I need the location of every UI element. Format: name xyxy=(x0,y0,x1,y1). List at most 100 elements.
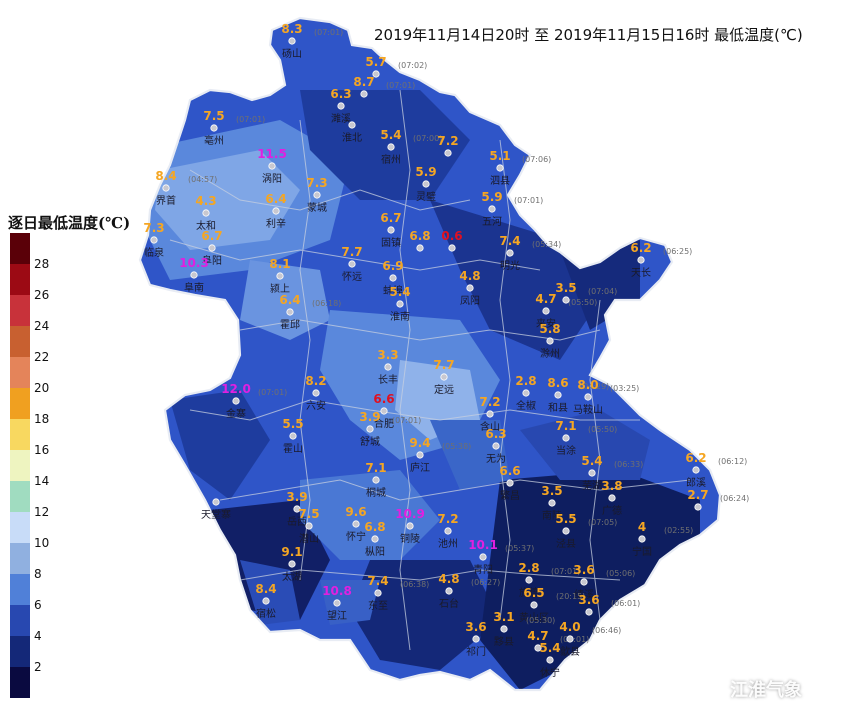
station-dot xyxy=(506,479,514,487)
station-min-temp: 2.8 xyxy=(515,374,536,388)
station: 3.5 (07:04) xyxy=(555,281,617,304)
station: 3.5 南陵 xyxy=(541,484,562,522)
station-dot xyxy=(210,124,218,132)
legend-swatch xyxy=(10,295,30,326)
legend-swatch xyxy=(10,326,30,357)
station: 8.4 (04:57) 界首 xyxy=(155,169,217,207)
station-dot xyxy=(202,209,210,217)
station: 5.4 (06:33) 芜湖 xyxy=(581,454,643,492)
station-min-temp: 10.9 xyxy=(395,507,425,521)
station-min-temp: 5.9 xyxy=(415,165,436,179)
station-min-temp: 3.6 xyxy=(578,593,599,607)
station-name: 祁门 xyxy=(466,645,486,658)
station-min-temp: 5.5 xyxy=(555,512,576,526)
station-name: 界首 xyxy=(156,194,176,207)
station-dot xyxy=(387,143,395,151)
station-dot xyxy=(396,300,404,308)
station-dot xyxy=(416,244,424,252)
station-dot xyxy=(692,466,700,474)
station-name: 定远 xyxy=(434,383,454,396)
station-dot xyxy=(333,599,341,607)
station-time: (03:25) xyxy=(610,384,639,393)
station-name: 砀山 xyxy=(282,48,302,60)
station: 2.8 全椒 xyxy=(515,374,536,412)
station-time: (07:04) xyxy=(588,287,617,296)
station-min-temp: 6.7 xyxy=(201,229,222,243)
station-dot xyxy=(276,272,284,280)
station-dot xyxy=(448,244,456,252)
station-min-temp: 7.7 xyxy=(433,358,454,372)
station: 3.6 (05:06) 绩溪 xyxy=(573,563,635,601)
station-time: (07:01) xyxy=(514,196,543,205)
station-name: 宿松 xyxy=(256,607,276,620)
station: 9.4 (05:38) 庐江 xyxy=(409,436,471,474)
station-name: 南陵 xyxy=(542,509,562,522)
station-time: (06:46) xyxy=(592,626,621,635)
legend-label: 28 xyxy=(34,257,50,271)
station-min-temp: 6.2 xyxy=(630,241,651,255)
station-name: 蚌埠 xyxy=(383,284,403,297)
station-min-temp: 6.9 xyxy=(382,259,403,273)
station-name: 旌德 xyxy=(519,586,539,599)
legend-swatch xyxy=(10,636,30,667)
station-min-temp: 8.1 xyxy=(269,257,290,271)
station-dot xyxy=(371,535,379,543)
station-name: 黄山区 xyxy=(519,611,549,624)
station-name: 明光 xyxy=(500,259,520,272)
station-dot xyxy=(372,70,380,78)
station-time: (07:02) xyxy=(398,61,427,70)
station: 4.0 (06:46) 歙县 xyxy=(559,620,621,658)
station-dot xyxy=(492,442,500,450)
station: 8.3 (07:01) 砀山 xyxy=(281,22,343,60)
station-name: 泗县 xyxy=(490,175,510,187)
station: 4.3 太和 xyxy=(195,194,216,232)
station: 4.7 (05:50) 来安 xyxy=(535,292,597,330)
station: 6.6 繁昌 xyxy=(499,464,520,502)
station-time: (06:38) xyxy=(400,580,429,589)
station: 5.1 (07:06) 泗县 xyxy=(489,149,551,187)
station-dot xyxy=(566,635,574,643)
station: 11.5 涡阳 xyxy=(257,147,287,185)
station-time: (06:25) xyxy=(663,247,692,256)
station-name: 潜山 xyxy=(299,532,319,545)
station-name: 含山 xyxy=(480,420,500,433)
station-name: 涡阳 xyxy=(262,173,282,185)
station-dot xyxy=(496,164,504,172)
station: 6.4 (06:18) 霍邱 xyxy=(279,293,341,331)
station-name: 淮北 xyxy=(342,132,362,144)
station-min-temp: 6.5 xyxy=(523,586,544,600)
station-dot xyxy=(337,102,345,110)
station-name: 泾县 xyxy=(556,537,576,550)
station-min-temp: 4.8 xyxy=(438,572,459,586)
station: 8.1 颍上 xyxy=(269,257,290,295)
station-name: 临泉 xyxy=(144,246,164,259)
station-min-temp: 6.8 xyxy=(409,229,430,243)
station-name: 怀远 xyxy=(342,271,362,283)
station: 4 (02:55) 宁国 xyxy=(632,520,693,558)
station-time: (05:50) xyxy=(588,425,617,434)
station: 6.9 蚌埠 xyxy=(382,259,403,297)
station-time: (06:01) xyxy=(611,599,640,608)
station-dot xyxy=(268,162,276,170)
station-name: 颍上 xyxy=(270,282,290,295)
legend-label: 22 xyxy=(34,350,50,364)
station-time: (07:06) xyxy=(522,155,551,164)
station-name: 灵璧 xyxy=(416,190,436,203)
station: 3.6 (06:01) xyxy=(578,593,640,616)
station-min-temp: 3.9 xyxy=(359,410,380,424)
watermark: 江淮气象 xyxy=(730,680,802,701)
page-title: 2019年11月14日20时 至 2019年11月15日16时 最低温度(℃) xyxy=(374,26,803,44)
station-name: 全椒 xyxy=(516,399,536,412)
station-min-temp: 9.1 xyxy=(281,545,302,559)
station-min-temp: 8.7 xyxy=(353,75,374,89)
legend-swatch xyxy=(10,450,30,481)
station: 4.8 (06:27) 石台 xyxy=(438,572,500,610)
station-dot xyxy=(389,274,397,282)
station-min-temp: 6.4 xyxy=(265,192,286,206)
station: 12.0 (07:01) 金寨 xyxy=(221,382,287,420)
station-min-temp: 2.7 xyxy=(687,488,708,502)
station-name: 望江 xyxy=(327,609,347,622)
station-min-temp: 8.3 xyxy=(281,22,302,36)
station: 8.7 (07:01) xyxy=(353,75,415,98)
